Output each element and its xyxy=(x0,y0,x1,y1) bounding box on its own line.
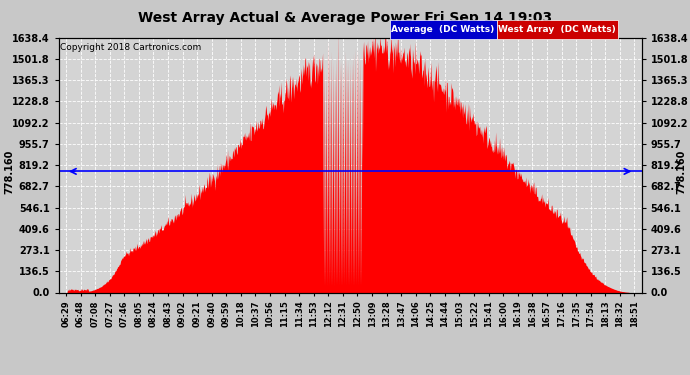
Text: West Array  (DC Watts): West Array (DC Watts) xyxy=(498,25,615,34)
Text: West Array Actual & Average Power Fri Sep 14 19:03: West Array Actual & Average Power Fri Se… xyxy=(138,11,552,25)
Text: 778.160: 778.160 xyxy=(4,149,14,194)
Text: Copyright 2018 Cartronics.com: Copyright 2018 Cartronics.com xyxy=(60,43,201,52)
Text: 778.160: 778.160 xyxy=(676,149,686,194)
Text: Average  (DC Watts): Average (DC Watts) xyxy=(391,25,495,34)
